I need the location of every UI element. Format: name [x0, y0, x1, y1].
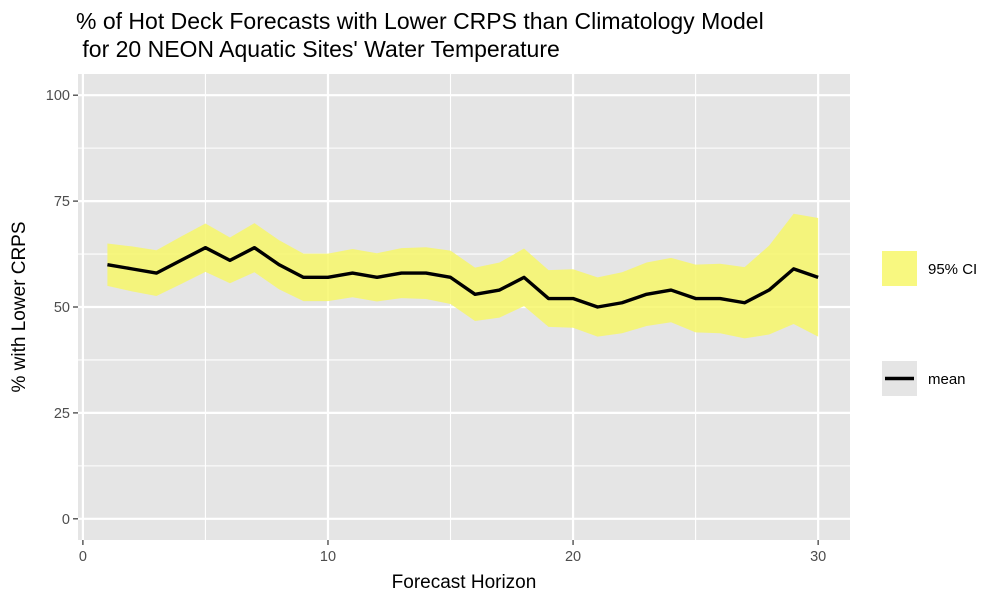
chart-title-line2: for 20 NEON Aquatic Sites' Water Tempera…: [76, 36, 560, 62]
y-tick-label: 50: [54, 300, 70, 316]
x-tick-label: 30: [810, 549, 826, 565]
chart-title-line1: % of Hot Deck Forecasts with Lower CRPS …: [76, 8, 764, 34]
legend: 95% CI mean: [882, 251, 977, 396]
ci-ribbon: [107, 213, 819, 339]
y-tick-label: 25: [54, 406, 70, 422]
y-tick-label: 75: [54, 194, 70, 210]
legend-label-mean: mean: [928, 371, 966, 388]
y-tick-label: 100: [46, 88, 70, 104]
x-tick-labels: 0 10 20 30: [79, 549, 826, 565]
x-tick-label: 0: [79, 549, 87, 565]
y-tick-labels: 0 25 50 75 100: [46, 88, 70, 528]
axis-ticks: [73, 94, 819, 545]
x-tick-label: 20: [565, 549, 581, 565]
x-axis-title: Forecast Horizon: [392, 572, 537, 593]
legend-label-ci: 95% CI: [928, 261, 977, 278]
y-axis-title: % with Lower CRPS: [9, 221, 30, 392]
mean-line: [107, 245, 819, 309]
y-tick-label: 0: [62, 512, 70, 528]
x-tick-label: 10: [320, 549, 336, 565]
legend-key-ci: [882, 251, 917, 286]
